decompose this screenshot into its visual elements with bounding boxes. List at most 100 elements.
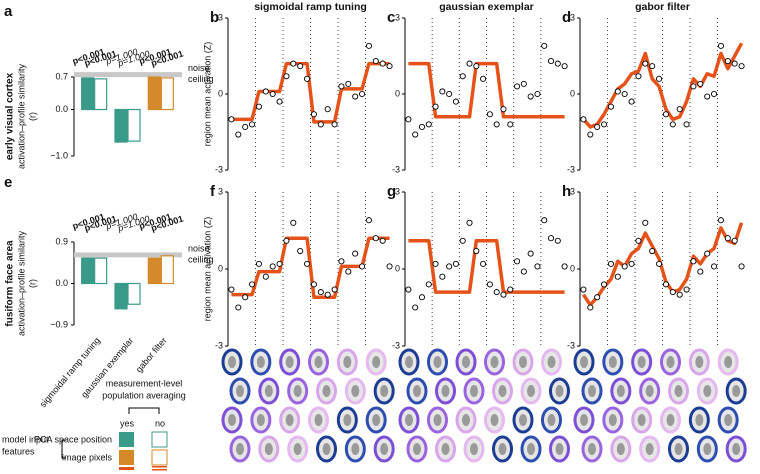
stimulus-face xyxy=(588,385,596,397)
noise-ceiling-label: noise xyxy=(188,63,210,73)
measured-point xyxy=(418,294,426,301)
stimulus-face xyxy=(351,385,360,397)
measured-point xyxy=(527,250,534,257)
stimulus-face xyxy=(256,414,265,426)
measured-point xyxy=(493,121,500,128)
y-tick-label: 0 xyxy=(570,88,575,98)
measured-point xyxy=(690,83,697,90)
measured-point xyxy=(365,217,372,224)
measured-point xyxy=(554,237,561,244)
stimulus-face xyxy=(519,356,527,368)
stimulus-face xyxy=(547,356,556,368)
measured-point xyxy=(554,60,561,67)
measured-point xyxy=(480,75,487,82)
measured-point xyxy=(276,260,283,267)
stimulus-face xyxy=(470,385,478,397)
stimulus-face xyxy=(703,443,712,455)
measured-point xyxy=(290,60,297,67)
measured-point xyxy=(541,217,548,224)
measured-point xyxy=(418,123,426,130)
measured-point xyxy=(283,237,290,244)
legend-title: measurement-level xyxy=(106,378,183,388)
measured-point xyxy=(324,106,331,113)
stimulus-face xyxy=(228,356,236,368)
stimulus-face xyxy=(645,385,654,397)
measured-point xyxy=(412,131,419,138)
measured-point xyxy=(493,289,500,296)
measured-point xyxy=(711,263,718,270)
measured-point xyxy=(621,263,628,270)
stimulus-face xyxy=(405,356,413,368)
measured-point xyxy=(711,90,718,98)
measured-point xyxy=(731,60,738,67)
measured-point xyxy=(676,106,683,113)
stimulus-face xyxy=(462,356,470,368)
row-label: early visual cortex xyxy=(5,72,16,160)
y-tick-label: -3 xyxy=(215,340,223,350)
measured-point xyxy=(547,58,555,65)
stimulus-face xyxy=(555,385,564,397)
bar xyxy=(94,257,108,285)
stimulus-face xyxy=(413,443,421,455)
stimulus-face xyxy=(637,414,646,426)
stimulus-face xyxy=(645,443,654,455)
measured-point xyxy=(310,111,317,118)
measured-point xyxy=(317,289,324,296)
measured-point xyxy=(331,121,338,128)
measured-point xyxy=(359,263,366,270)
measured-point xyxy=(432,103,439,110)
measured-point xyxy=(297,247,304,255)
x-tick-label: sigmoidal ramp tuning xyxy=(38,335,102,409)
measured-point xyxy=(459,237,466,244)
y-tick-label: 3 xyxy=(570,12,575,22)
measured-point xyxy=(642,60,649,67)
measured-point xyxy=(621,90,628,98)
stimulus-face xyxy=(441,443,450,455)
measured-point xyxy=(717,217,724,224)
measured-point xyxy=(676,291,683,298)
measured-point xyxy=(628,98,635,105)
stimulus-face xyxy=(351,443,360,455)
measured-point xyxy=(614,273,621,280)
stimulus-face xyxy=(405,414,413,426)
x-tick-label: gabor filter xyxy=(134,335,169,374)
panel-letter: h xyxy=(562,183,571,200)
measured-point xyxy=(507,121,514,128)
measured-point xyxy=(228,116,235,123)
measured-point xyxy=(601,281,608,288)
model-line xyxy=(582,42,744,129)
stimulus-face xyxy=(285,414,294,426)
stimulus-face xyxy=(470,443,478,455)
measured-point xyxy=(486,281,493,288)
measured-point xyxy=(235,131,242,138)
measured-point xyxy=(697,80,704,87)
bar xyxy=(160,77,174,111)
y-tick-label: 0.7 xyxy=(55,71,68,81)
model-line xyxy=(231,61,390,124)
stimulus-face xyxy=(695,414,704,426)
stimulus-face xyxy=(695,356,704,368)
bar xyxy=(127,282,141,305)
measured-point xyxy=(249,281,256,288)
legend-line xyxy=(119,467,134,470)
stimulus-face xyxy=(285,356,294,368)
stimulus-face xyxy=(666,414,675,426)
measured-point xyxy=(738,263,745,270)
stimulus-face xyxy=(441,385,450,397)
measured-point xyxy=(255,260,262,267)
measured-point xyxy=(386,63,393,70)
stimulus-face xyxy=(256,356,265,368)
stimulus-face xyxy=(433,356,442,368)
measured-point xyxy=(607,260,614,267)
measured-point xyxy=(697,268,704,275)
stimulus-face xyxy=(490,414,499,426)
stimulus-face xyxy=(236,443,244,455)
measured-point xyxy=(352,93,359,100)
stimulus-face xyxy=(264,385,273,397)
measured-point xyxy=(527,93,534,100)
stimulus-face xyxy=(580,356,588,368)
measured-point xyxy=(514,83,521,90)
stimulus-face xyxy=(674,443,683,455)
measured-point xyxy=(432,260,439,267)
